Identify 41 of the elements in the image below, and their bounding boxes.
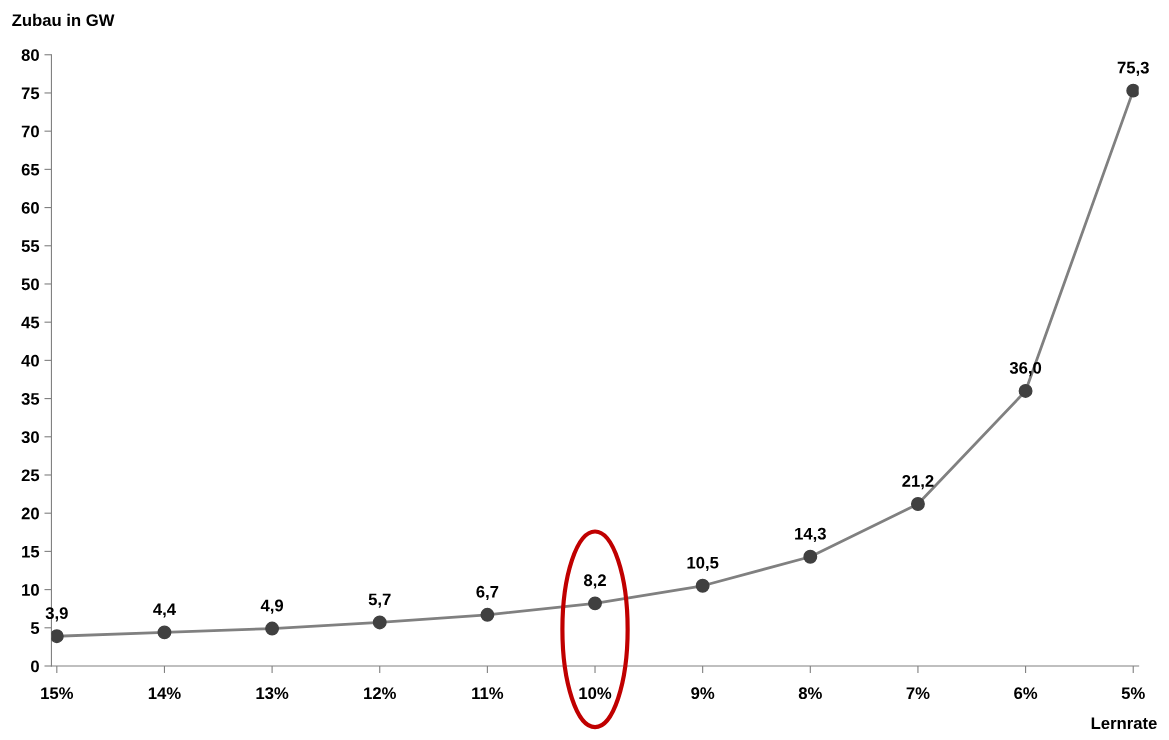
x-tick-label: 10% <box>579 687 612 700</box>
y-tick-label: 25 <box>21 469 40 482</box>
x-tick-label: 12% <box>364 687 396 700</box>
x-tick-label: 8% <box>798 687 822 700</box>
y-tick-label: 45 <box>21 316 40 329</box>
y-tick-label: 75 <box>21 87 40 100</box>
y-tick-label: 50 <box>21 278 39 291</box>
text: 3,9 <box>45 607 68 622</box>
x-tick-label: 11% <box>472 687 504 700</box>
x-tick-label: 5% <box>1121 687 1145 700</box>
text: 4,4 <box>153 603 176 618</box>
y-tick-label: 70 <box>21 125 39 138</box>
text: 21,2 <box>902 475 934 490</box>
y-tick-label: 0 <box>31 660 39 673</box>
y-tick-label: 60 <box>21 201 39 214</box>
y-tick-label: 80 <box>21 49 39 61</box>
x-tick-label: 13% <box>256 687 289 700</box>
y-tick-label: 65 <box>21 163 40 176</box>
text: 8,2 <box>583 574 606 589</box>
x-axis-title: Lernrate <box>1091 717 1157 730</box>
text: 14,3 <box>795 527 826 542</box>
y-tick-label: 20 <box>21 507 39 520</box>
x-tick-label: 6% <box>1014 687 1038 700</box>
x-tick-label: 15% <box>41 687 74 700</box>
x-tick-label: 9% <box>691 687 715 700</box>
text: 6,7 <box>476 585 499 601</box>
x-tick-label: 14% <box>148 687 181 700</box>
x-tick-label: 7% <box>906 687 930 700</box>
text: 10,5 <box>687 556 719 572</box>
y-tick-label: 5 <box>30 622 40 634</box>
text: 4,9 <box>260 599 284 614</box>
y-tick-label: 40 <box>21 354 39 367</box>
y-tick-label: 15 <box>22 545 40 558</box>
text: 75,3 <box>1117 61 1149 76</box>
y-tick-label: 35 <box>21 392 40 405</box>
y-tick-label: 30 <box>21 431 39 444</box>
text: 36,0 <box>1009 361 1042 377</box>
y-axis-title: Zubau in GW <box>12 13 115 27</box>
y-tick-label: 55 <box>21 240 40 252</box>
text: 5,7 <box>368 593 391 608</box>
y-tick-label: 10 <box>22 584 39 596</box>
